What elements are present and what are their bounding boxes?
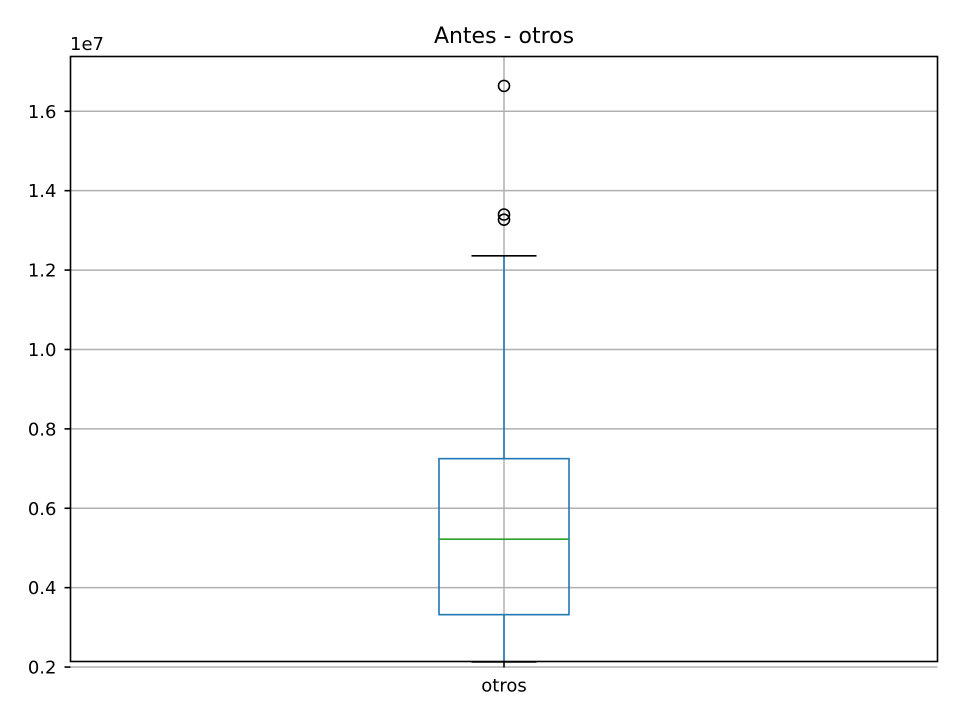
y-axis-offset-label: 1e7	[70, 34, 104, 55]
outlier-point	[497, 79, 511, 93]
y-tick-label: 1.0	[28, 340, 57, 361]
outlier-point	[497, 208, 511, 221]
y-tick-label: 0.2	[28, 658, 57, 679]
y-tick-label: 1.4	[28, 181, 57, 202]
y-tick-label: 0.4	[28, 578, 57, 599]
chart-title: Antes - otros	[434, 24, 574, 49]
x-tick-label: otros	[481, 676, 526, 697]
y-tick-label: 0.6	[28, 499, 57, 520]
y-tick-label: 1.2	[28, 261, 57, 282]
iqr-box	[438, 457, 570, 616]
y-tick-label: 1.6	[28, 102, 57, 123]
y-tick-label: 0.8	[28, 419, 57, 440]
axis-layer: 0.2 0.4 0.6 0.8 1.0 1.2 1.4 1.6 otros	[28, 102, 527, 697]
outlier-point	[497, 213, 511, 226]
